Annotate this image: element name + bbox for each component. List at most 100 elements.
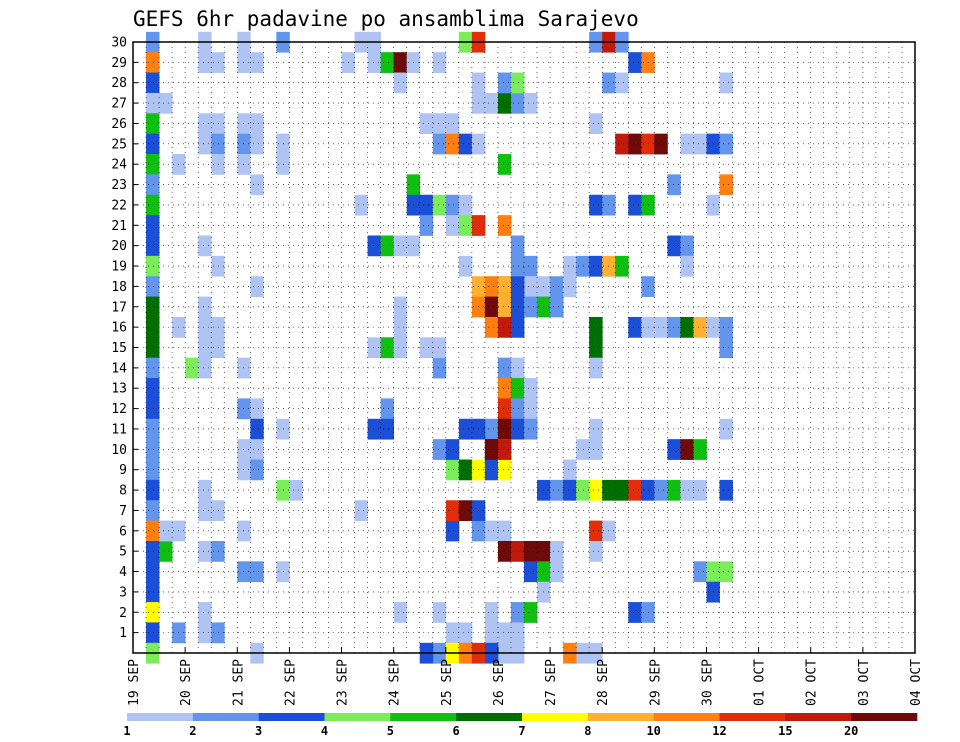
heatmap-cell <box>550 540 564 562</box>
heatmap-cell <box>250 439 264 460</box>
heatmap-cell <box>198 479 212 501</box>
heatmap-cell <box>198 52 212 73</box>
heatmap-cell <box>432 113 447 135</box>
heatmap-cell <box>589 255 603 277</box>
legend-swatch <box>522 713 589 721</box>
heatmap-cell <box>380 418 395 440</box>
y-tick-label: 19 <box>111 260 127 275</box>
y-tick-label: 18 <box>111 280 127 295</box>
heatmap-cell <box>250 276 264 297</box>
heatmap-cell <box>198 113 212 135</box>
heatmap-cell <box>615 133 629 155</box>
heatmap-cell <box>497 92 512 114</box>
heatmap-cell <box>458 133 473 155</box>
heatmap-cell <box>524 378 538 399</box>
heatmap-cell <box>615 255 629 277</box>
y-tick-label: 1 <box>119 626 127 641</box>
heatmap-cell <box>146 52 160 73</box>
heatmap-cell <box>393 602 408 623</box>
heatmap-cell <box>497 520 512 542</box>
legend-swatch <box>785 713 852 721</box>
legend-swatch <box>390 713 457 721</box>
heatmap-cell <box>550 276 564 297</box>
heatmap-cell <box>589 439 603 460</box>
heatmap-cell <box>693 439 707 460</box>
heatmap-cell <box>211 540 225 562</box>
heatmap-cell <box>628 316 642 338</box>
heatmap-cell <box>146 602 160 623</box>
heatmap-cell <box>380 52 395 73</box>
x-tick-label: 04 OCT <box>909 659 924 706</box>
heatmap-cell <box>419 337 434 359</box>
heatmap-cell <box>146 479 160 501</box>
y-tick-label: 20 <box>111 239 127 254</box>
heatmap-cell <box>289 479 303 501</box>
y-tick-label: 14 <box>111 361 127 376</box>
heatmap-cell <box>484 602 499 623</box>
heatmap-cell <box>680 235 694 257</box>
heatmap-cell <box>719 72 733 94</box>
y-tick-label: 6 <box>119 524 127 539</box>
x-tick-label: 24 SEP <box>388 659 403 706</box>
legend-swatch <box>719 713 786 721</box>
legend-label: 3 <box>255 724 262 738</box>
heatmap-cell <box>550 561 564 583</box>
y-tick-label: 29 <box>111 56 127 71</box>
heatmap-cell <box>510 357 525 379</box>
heatmap-cell <box>693 133 707 155</box>
legend-label: 2 <box>189 724 196 738</box>
heatmap-cell <box>250 133 264 155</box>
heatmap-cell <box>589 357 603 379</box>
legend-label: 8 <box>584 724 591 738</box>
heatmap-cell <box>198 622 212 644</box>
heatmap-cell <box>484 622 499 644</box>
heatmap-cell <box>576 479 590 501</box>
heatmap-cell <box>211 255 225 277</box>
heatmap-cell <box>146 459 160 481</box>
heatmap-cell <box>146 378 160 399</box>
heatmap-cell <box>628 479 642 501</box>
heatmap-cell <box>445 622 460 644</box>
heatmap-cell <box>250 418 264 440</box>
heatmap-cells <box>146 31 733 664</box>
heatmap-cell <box>524 296 538 318</box>
heatmap-cell <box>654 316 668 338</box>
heatmap-cell <box>146 561 160 583</box>
heatmap-cell <box>419 113 434 135</box>
heatmap-cell <box>445 520 460 542</box>
legend-swatch <box>587 713 654 721</box>
heatmap-cell <box>719 418 733 440</box>
x-tick-label: 22 SEP <box>283 659 298 706</box>
heatmap-cell <box>497 459 512 481</box>
heatmap-cell <box>510 296 525 318</box>
heatmap-cell <box>432 602 447 623</box>
y-tick-label: 4 <box>119 565 127 580</box>
heatmap-cell <box>393 296 408 318</box>
heatmap-cell <box>680 479 694 501</box>
heatmap-cell <box>524 398 538 420</box>
heatmap-cell <box>146 235 160 257</box>
heatmap-cell <box>432 194 447 216</box>
heatmap-cell <box>367 337 382 359</box>
heatmap-cell <box>367 52 382 73</box>
x-tick-label: 26 SEP <box>492 659 507 706</box>
heatmap-cell <box>146 357 160 379</box>
heatmap-cell <box>432 439 447 460</box>
legend-swatch <box>653 713 720 721</box>
heatmap-cell <box>445 439 460 460</box>
heatmap-cell <box>445 133 460 155</box>
legend-swatch <box>456 713 523 721</box>
heatmap-cell <box>563 276 577 297</box>
x-tick-label: 02 OCT <box>805 659 820 706</box>
heatmap-cell <box>146 337 160 359</box>
heatmap-cell <box>576 439 590 460</box>
heatmap-cell <box>146 276 160 297</box>
legend-swatch <box>127 713 194 721</box>
heatmap-cell <box>159 540 173 562</box>
legend-label: 12 <box>712 724 726 738</box>
heatmap-cell <box>146 540 160 562</box>
heatmap-cell <box>146 316 160 338</box>
heatmap-cell <box>432 133 447 155</box>
heatmap-cell <box>458 255 473 277</box>
heatmap-cell <box>419 194 434 216</box>
